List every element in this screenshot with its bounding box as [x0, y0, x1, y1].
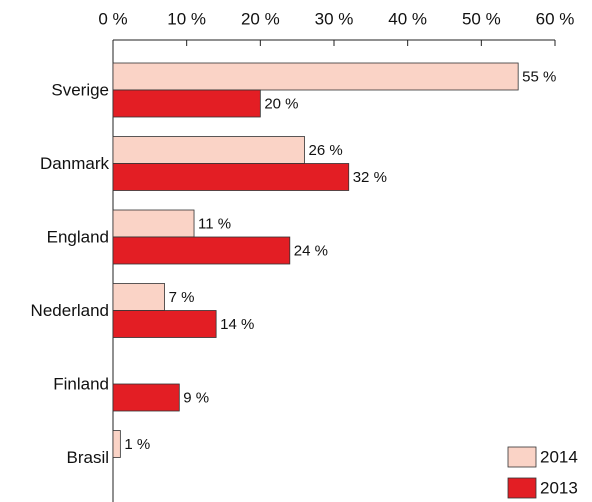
- value-label: 9 %: [183, 389, 209, 406]
- legend-swatch: [507, 446, 537, 468]
- legend-label: 2013: [540, 478, 578, 497]
- x-tick-label: 10 %: [167, 9, 206, 28]
- x-tick-label: 30 %: [315, 9, 354, 28]
- x-tick-label: 50 %: [462, 9, 501, 28]
- value-label: 14 %: [220, 316, 254, 333]
- x-tick-label: 60 %: [536, 9, 575, 28]
- value-label: 26 %: [309, 142, 343, 159]
- bar: [112, 209, 195, 238]
- value-label: 1 %: [124, 436, 150, 453]
- value-label: 20 %: [264, 95, 298, 112]
- bar: [112, 236, 291, 265]
- bar: [112, 283, 165, 311]
- bar: [112, 430, 121, 458]
- y-tick-label: Danmark: [40, 154, 109, 173]
- x-tick-label: 40 %: [388, 9, 427, 28]
- value-label: 24 %: [294, 242, 328, 259]
- value-label: 11 %: [198, 215, 231, 232]
- bar: [112, 383, 180, 412]
- y-tick-label: Nederland: [31, 301, 109, 320]
- bar: [112, 136, 305, 164]
- x-tick-label: 0 %: [98, 9, 127, 28]
- bar: [112, 163, 350, 191]
- legend-swatch: [507, 477, 537, 499]
- y-tick-label: Finland: [53, 374, 109, 393]
- y-tick-label: England: [47, 227, 109, 246]
- y-tick-label: Sverige: [51, 80, 109, 99]
- y-tick-label: Brasil: [66, 448, 109, 467]
- bar: [112, 89, 261, 118]
- legend-label: 2014: [540, 447, 578, 466]
- value-label: 55 %: [522, 68, 556, 85]
- value-label: 32 %: [353, 169, 387, 186]
- bar: [112, 310, 217, 338]
- bar: [112, 62, 519, 91]
- x-tick-label: 20 %: [241, 9, 280, 28]
- value-label: 7 %: [169, 289, 195, 306]
